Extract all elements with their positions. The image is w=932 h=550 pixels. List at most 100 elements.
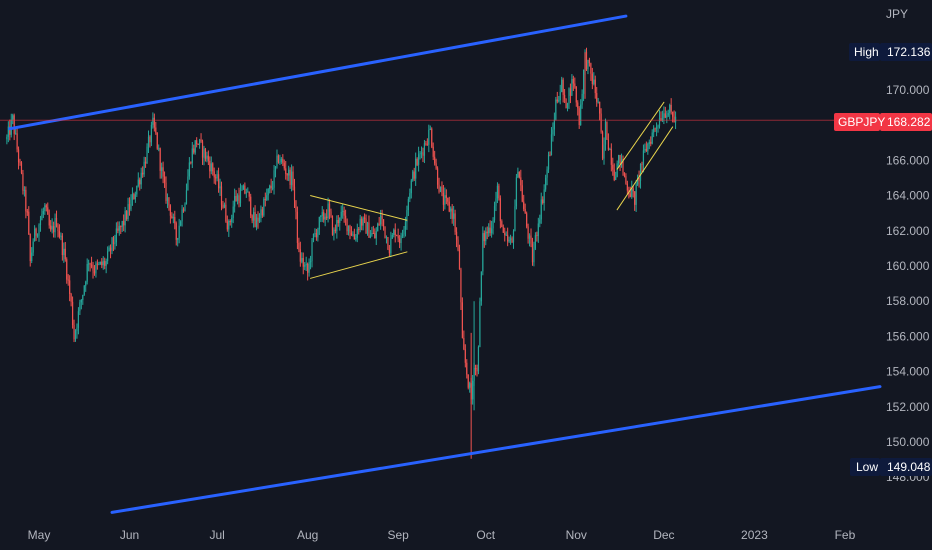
candle-body: [155, 127, 157, 133]
candle-body: [190, 162, 192, 164]
candle: [277, 154, 280, 164]
candle-body: [401, 234, 404, 236]
candle: [559, 84, 561, 105]
candle: [644, 143, 646, 153]
candle: [123, 214, 125, 232]
candle-body: [362, 217, 364, 226]
candle: [155, 121, 157, 135]
candle: [270, 178, 272, 193]
candle: [83, 285, 85, 296]
candle-body: [207, 155, 209, 161]
candle: [223, 202, 226, 209]
candle-body: [309, 261, 312, 263]
candle-body: [39, 220, 42, 226]
candle-body: [556, 99, 558, 102]
candle: [517, 167, 519, 179]
candle-body: [96, 263, 98, 265]
candle-body: [20, 162, 23, 173]
candle-body: [422, 152, 424, 156]
candle-body: [547, 154, 550, 170]
candle: [185, 183, 188, 205]
candle: [390, 231, 392, 258]
candle: [139, 177, 141, 191]
candle-body: [616, 163, 618, 177]
candle-body: [178, 225, 180, 239]
candle: [343, 206, 345, 223]
candle: [162, 161, 164, 184]
candle-body: [99, 261, 101, 264]
candle: [619, 154, 621, 172]
candle: [166, 193, 169, 209]
candle: [219, 178, 221, 196]
candle: [45, 203, 47, 212]
candle-body: [26, 211, 28, 213]
candle: [257, 211, 259, 229]
y-tick-label: 150.000: [886, 435, 930, 449]
candle-body: [629, 193, 631, 197]
candle: [234, 188, 236, 213]
candle: [550, 127, 553, 156]
candle: [524, 203, 526, 214]
candle: [355, 233, 357, 242]
candle: [44, 203, 46, 215]
candle: [63, 242, 65, 263]
candle-body: [474, 367, 477, 369]
candle: [250, 193, 252, 219]
candle-body: [337, 220, 339, 223]
candle: [523, 194, 525, 212]
candle: [669, 103, 671, 120]
candle-body: [239, 189, 242, 204]
candle: [23, 186, 25, 197]
candle: [442, 184, 445, 212]
candle: [447, 197, 449, 206]
candle: [625, 173, 627, 185]
candle-body: [201, 141, 204, 158]
candle: [650, 136, 652, 147]
candle-body: [282, 158, 284, 163]
candle: [388, 245, 390, 257]
candle: [572, 75, 574, 91]
candle: [121, 220, 123, 232]
candle: [587, 59, 589, 75]
candle-body: [644, 149, 646, 151]
candle: [261, 206, 263, 218]
candle-body: [55, 218, 58, 227]
y-tick-label: 154.000: [886, 365, 930, 379]
candle-body: [641, 163, 643, 165]
candle-body: [247, 191, 249, 193]
candle: [251, 214, 253, 224]
candle-body: [51, 226, 53, 230]
candle: [536, 231, 538, 242]
candle-body: [559, 92, 561, 101]
candle-body: [203, 148, 205, 158]
candle: [445, 189, 447, 205]
candle-body: [600, 113, 602, 132]
candle-body: [382, 219, 385, 227]
candles: [6, 47, 677, 459]
candle: [171, 212, 173, 219]
candle-body: [187, 176, 189, 191]
candle: [413, 167, 415, 182]
candle-body: [193, 148, 195, 153]
candle: [549, 151, 551, 157]
candle: [201, 139, 204, 165]
candle: [428, 124, 430, 153]
candle: [666, 110, 668, 124]
candle: [274, 166, 277, 178]
candle-body: [434, 156, 436, 164]
candle-body: [492, 220, 494, 229]
candle-body: [137, 179, 139, 187]
candle: [295, 200, 297, 220]
x-axis[interactable]: May Jun Jul Aug Sep Oct Nov Dec 2023 Feb: [28, 528, 856, 542]
candle-body: [577, 102, 579, 109]
candle-body: [31, 252, 33, 262]
candle-body: [610, 149, 612, 165]
candle-body: [672, 111, 674, 117]
candle-body: [296, 211, 299, 243]
candle-body: [561, 79, 563, 93]
x-tick-label: 2023: [741, 528, 768, 542]
candle: [358, 227, 360, 235]
candle: [304, 262, 306, 271]
